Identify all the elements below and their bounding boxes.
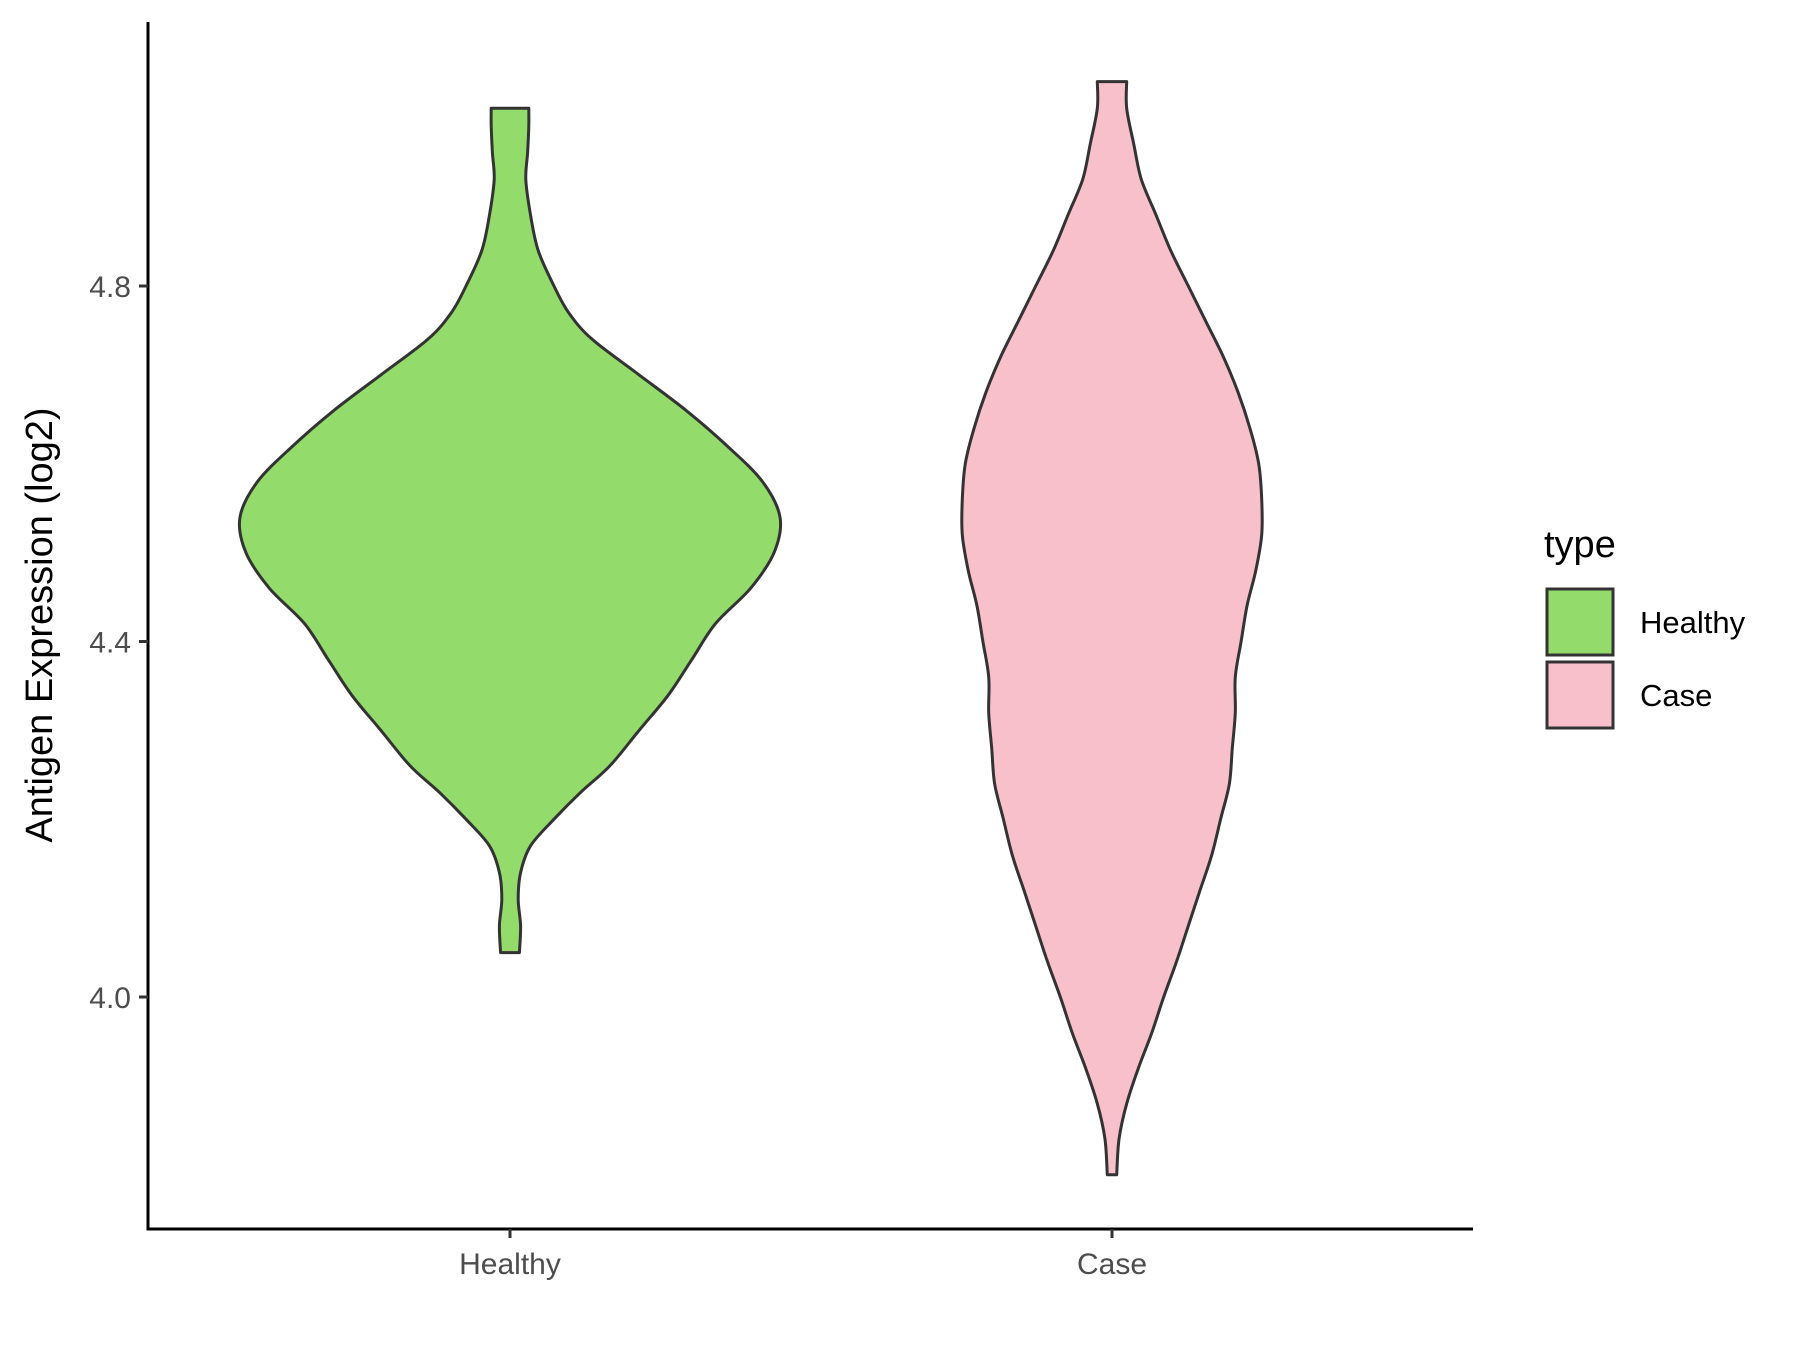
violin-case bbox=[960, 80, 1264, 1177]
y-axis-ticks: 4.0 4.4 4.8 bbox=[89, 271, 148, 1015]
legend: type Healthy Case bbox=[1544, 524, 1746, 730]
x-axis-ticks: Healthy Case bbox=[459, 1229, 1147, 1281]
legend-label-healthy: Healthy bbox=[1640, 605, 1746, 640]
x-tick-label: Case bbox=[1077, 1248, 1147, 1281]
legend-title: type bbox=[1544, 524, 1616, 566]
legend-key-healthy bbox=[1545, 587, 1615, 657]
violin-layer bbox=[237, 80, 1264, 1177]
legend-key-case bbox=[1545, 660, 1615, 730]
y-axis-title: Antigen Expression (log2) bbox=[19, 407, 61, 842]
violin-healthy bbox=[237, 106, 783, 955]
legend-label-case: Case bbox=[1640, 678, 1712, 713]
y-tick-label: 4.8 bbox=[89, 271, 131, 304]
x-tick-label: Healthy bbox=[459, 1248, 561, 1281]
y-tick-label: 4.4 bbox=[89, 627, 131, 660]
y-tick-label: 4.0 bbox=[89, 982, 131, 1015]
